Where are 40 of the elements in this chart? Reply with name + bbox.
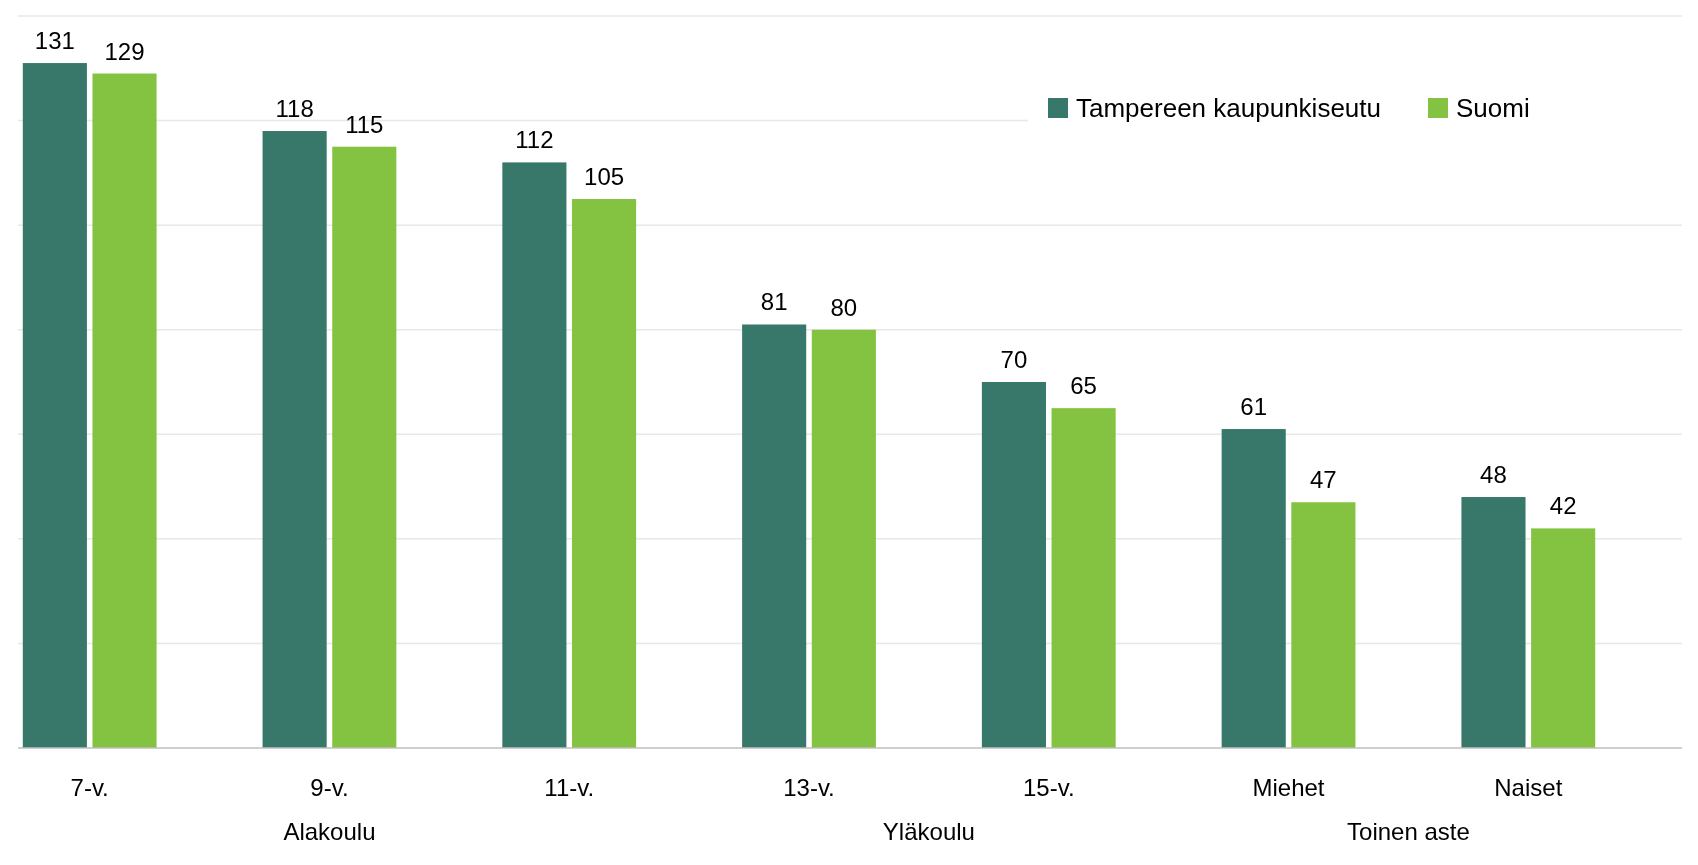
data-label: 65 [1070,372,1097,400]
text: Alakoulu [283,818,376,845]
data-label: 115 [345,110,384,138]
bar [811,329,876,748]
bar [981,382,1046,748]
data-label: 70 [1000,346,1028,373]
x-tick-label: 7-v. [70,774,109,801]
bar [502,162,567,748]
data-label: 118 [275,95,314,123]
data-label: 42 [1549,492,1577,520]
text: Yläkoulu [882,818,975,845]
data-label: 131 [34,27,75,55]
bar [742,324,807,748]
legend-label: Suomi [1456,93,1530,124]
bar [1531,528,1596,748]
data-label: 112 [515,126,554,154]
bar [262,131,327,748]
bar [92,73,157,748]
data-label: 81 [760,288,788,316]
data-label: 61 [1240,393,1268,421]
data-label: 129 [104,37,145,65]
data-label: 48 [1480,461,1507,489]
bar [22,63,87,748]
x-tick-label: 9-v. [310,774,349,801]
bar [572,199,637,748]
x-tick-label: 15-v. [1022,774,1075,801]
bar [1221,429,1286,748]
data-label: 105 [584,163,625,190]
legend-label: Tampereen kaupunkiseutu [1076,93,1381,124]
bar [1051,408,1116,748]
data-label: 47 [1310,466,1337,494]
bar [1461,497,1526,748]
x-tick-label: Naiset [1494,774,1563,801]
x-tick-label: 13-v. [783,774,835,801]
bar [1291,502,1356,748]
data-label: 80 [830,293,858,321]
bar [332,146,397,748]
text: Toinen aste [1347,818,1470,845]
x-tick-label: 11-v. [544,774,595,801]
x-tick-label: Miehet [1252,774,1325,801]
